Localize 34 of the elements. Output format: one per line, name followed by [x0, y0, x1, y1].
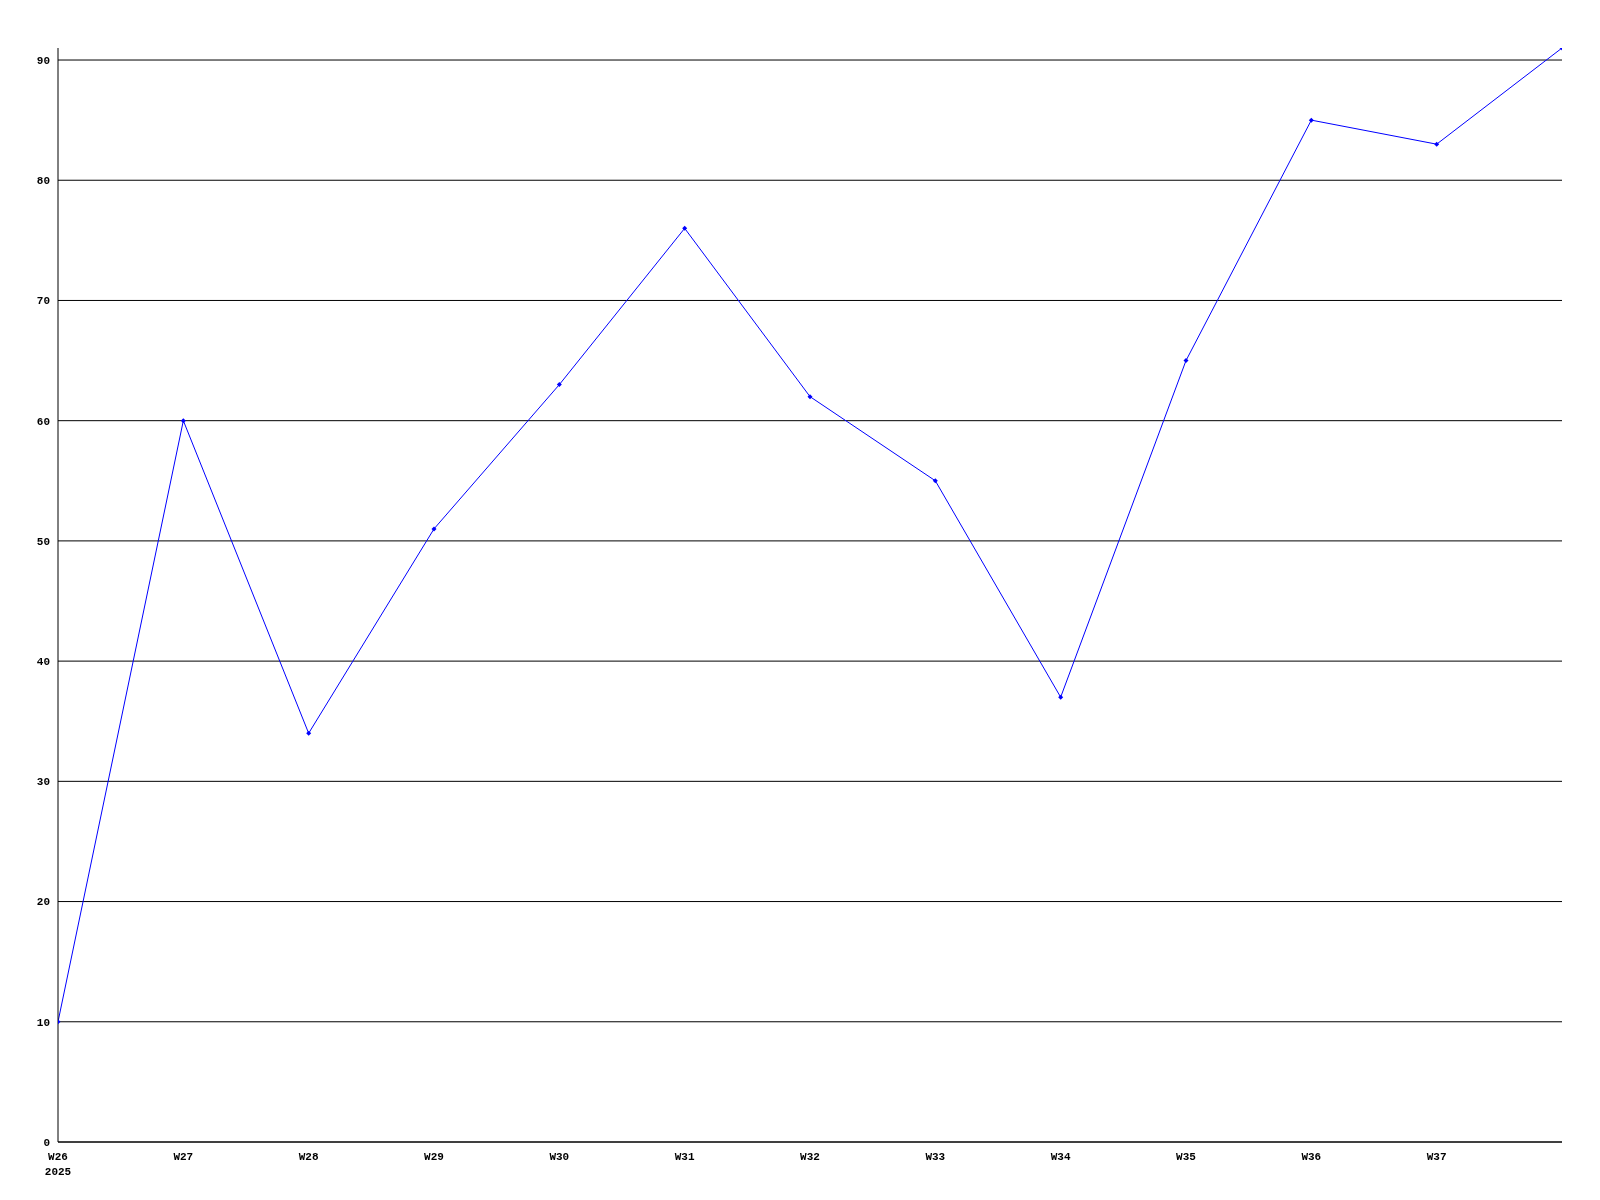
point: [1058, 694, 1064, 700]
y-tick-label: 60: [36, 415, 50, 428]
x-tick-label: W31: [674, 1151, 695, 1163]
point: [1183, 358, 1189, 364]
y-tick-label: 50: [36, 535, 50, 548]
x-tick-label: W26: [48, 1151, 68, 1163]
x-tick-label: W28: [298, 1151, 319, 1163]
y-tick-label: 30: [36, 776, 50, 789]
point: [682, 225, 688, 231]
point: [1434, 141, 1440, 147]
point: [1308, 117, 1314, 123]
y-tick-label: 20: [36, 896, 50, 909]
x-tick-label: W34: [1050, 1151, 1071, 1163]
y-tick-label: 70: [36, 295, 50, 308]
x-tick-label: W30: [549, 1151, 570, 1163]
point: [306, 730, 312, 736]
text: 2025: [44, 1166, 72, 1178]
point: [180, 418, 186, 424]
y-tick-label: 0: [43, 1136, 50, 1149]
point: [556, 382, 562, 388]
y-tick-label: 90: [36, 54, 50, 67]
y-tick-label: 80: [36, 175, 50, 188]
point: [932, 478, 938, 484]
y-tick-label: 40: [36, 656, 50, 669]
x-tick-label: W36: [1301, 1151, 1322, 1163]
x-tick-label: W35: [1176, 1151, 1197, 1163]
x-tick-label: W29: [424, 1151, 444, 1163]
point: [431, 526, 437, 532]
x-tick-label: W32: [800, 1151, 820, 1163]
x-tick-label: W33: [925, 1151, 946, 1163]
y-tick-label: 10: [36, 1016, 50, 1029]
x-tick-label: W37: [1426, 1151, 1447, 1163]
point: [807, 394, 813, 400]
x-tick-label: W27: [173, 1151, 194, 1163]
